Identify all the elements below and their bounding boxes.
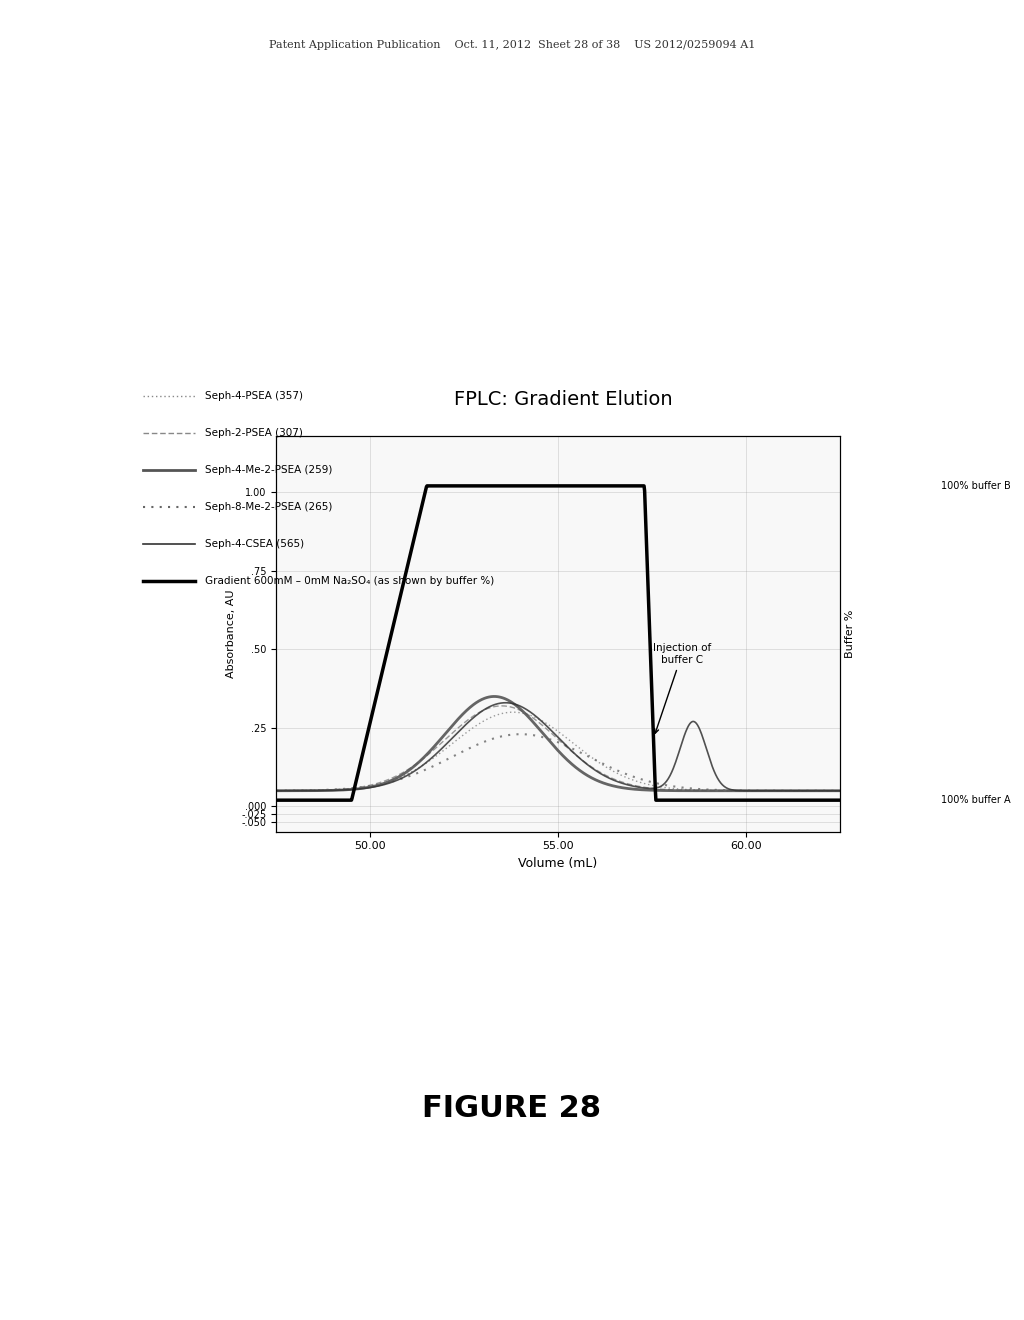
- Y-axis label: Absorbance, AU: Absorbance, AU: [226, 589, 237, 678]
- Text: 100% buffer B: 100% buffer B: [941, 480, 1011, 491]
- Text: Seph-8-Me-2-PSEA (265): Seph-8-Me-2-PSEA (265): [205, 502, 332, 512]
- Text: FPLC: Gradient Elution: FPLC: Gradient Elution: [454, 391, 673, 409]
- Text: Seph-4-Me-2-PSEA (259): Seph-4-Me-2-PSEA (259): [205, 465, 332, 475]
- Text: Seph-4-CSEA (565): Seph-4-CSEA (565): [205, 539, 304, 549]
- Text: Seph-4-PSEA (357): Seph-4-PSEA (357): [205, 391, 303, 401]
- Text: 100% buffer A: 100% buffer A: [941, 795, 1011, 805]
- Text: Gradient 600mM – 0mM Na₂SO₄ (as shown by buffer %): Gradient 600mM – 0mM Na₂SO₄ (as shown by…: [205, 576, 494, 586]
- Text: Injection of
buffer C: Injection of buffer C: [653, 643, 711, 733]
- Y-axis label: Buffer %: Buffer %: [845, 610, 855, 657]
- Text: Patent Application Publication    Oct. 11, 2012  Sheet 28 of 38    US 2012/02590: Patent Application Publication Oct. 11, …: [269, 40, 755, 50]
- Text: FIGURE 28: FIGURE 28: [423, 1094, 601, 1123]
- X-axis label: Volume (mL): Volume (mL): [518, 857, 598, 870]
- Text: Seph-2-PSEA (307): Seph-2-PSEA (307): [205, 428, 303, 438]
